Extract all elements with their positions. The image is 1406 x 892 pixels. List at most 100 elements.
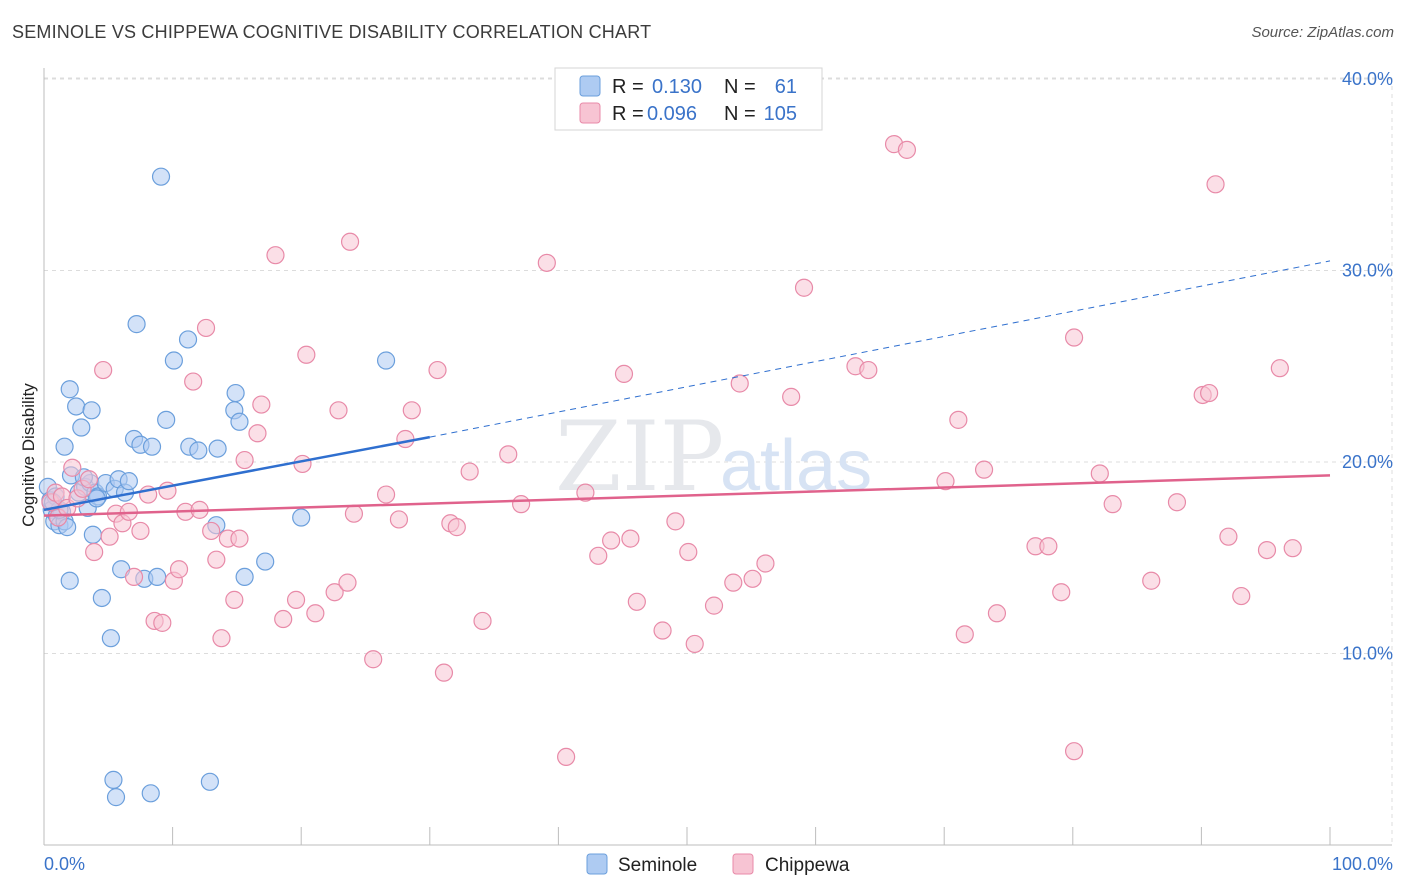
legend-n-label-1: N = [724,76,756,98]
seminole-point-43 [208,439,227,458]
chippewa-point-104 [1283,539,1302,558]
chippewa-point-60 [537,253,556,272]
seminole-point-40 [178,330,198,349]
seminole-point-23 [92,588,111,608]
chippewa-point-38 [286,590,306,609]
chippewa-point-10 [94,360,113,380]
chippewa-point-63 [589,546,608,565]
chippewa-point-69 [666,512,685,531]
y-axis-title: Cognitive Disability [19,383,38,527]
bottom-legend: Seminole Chippewa [586,853,850,876]
chippewa-point-99 [1206,175,1225,194]
seminole-point-15 [72,418,91,437]
seminole-trend-extension [429,260,1331,438]
seminole-point-48 [256,552,275,571]
chippewa-point-84 [949,410,968,429]
seminole-point-37 [151,167,171,186]
chippewa-point-102 [1257,540,1277,560]
chippewa-point-85 [955,625,974,644]
y-tick-label-3: 40.0% [1342,69,1393,89]
chippewa-point-44 [338,573,357,592]
chippewa-point-50 [396,429,415,449]
y-tick-label-0: 10.0% [1342,644,1393,664]
chippewa-point-78 [794,278,814,297]
chippewa-point-75 [743,569,762,588]
chippewa-point-96 [1167,493,1187,512]
chippewa-point-36 [266,246,285,265]
chippewa-point-45 [340,232,360,251]
seminole-point-49 [292,508,311,527]
chippewa-point-35 [252,395,271,414]
seminole-point-56 [200,772,219,791]
chippewa-point-68 [653,621,672,640]
chippewa-point-91 [1064,328,1084,347]
seminole-point-38 [157,410,176,429]
chippewa-point-82 [897,140,917,159]
chippewa-points [41,135,1302,767]
chippewa-point-19 [153,613,172,632]
seminole-point-45 [226,383,245,403]
chippewa-point-90 [1052,583,1071,602]
chippewa-point-43 [329,401,348,420]
chippewa-point-80 [859,360,878,380]
chippewa-point-101 [1232,586,1251,606]
chippewa-point-40 [297,345,316,364]
legend-r-label-1: R = [612,76,644,98]
chippewa-trend-line [43,474,1331,517]
legend-n-value-1: 61 [775,76,797,98]
chippewa-point-98 [1200,383,1219,403]
chippewa-point-87 [987,604,1007,623]
legend: R = 0.130 N = 61 R = 0.096 N = 105 [554,67,823,131]
chippewa-point-39 [293,454,312,474]
chippewa-point-55 [447,518,466,537]
chippewa-point-5 [63,458,82,477]
seminole-point-47 [235,567,254,587]
legend-swatch-chippewa [579,102,601,124]
chippewa-point-42 [325,583,344,602]
chippewa-point-76 [756,554,775,573]
legend-r-label-2: R = [612,103,644,125]
seminole-trend-line [43,435,431,512]
axes [43,68,1392,846]
x-tick-label-min: 0.0% [44,854,85,874]
chippewa-point-56 [460,462,479,481]
chippewa-point-95 [1142,571,1161,590]
chippewa-point-70 [679,542,698,562]
bottom-legend-swatch-chippewa [732,853,754,875]
chippewa-point-83 [936,472,955,491]
chippewa-point-66 [621,529,640,548]
chippewa-point-77 [782,387,801,406]
chippewa-point-94 [1103,495,1122,514]
legend-r-value-1: 0.130 [652,76,702,98]
seminole-point-53 [104,770,123,789]
legend-n-label-2: N = [724,103,756,125]
chippewa-point-61 [557,747,576,767]
chippewa-point-27 [202,521,221,541]
seminole-point-25 [101,629,120,648]
chippewa-point-86 [974,460,994,479]
seminole-point-30 [119,472,138,491]
legend-n-value-2: 105 [764,103,797,125]
source-label: Source: ZipAtlas.com [1251,24,1394,41]
seminole-point-11 [60,380,79,399]
chippewa-point-22 [169,560,189,579]
chippewa-point-59 [512,495,531,514]
watermark: ZIP atlas [555,401,872,513]
seminole-point-39 [164,351,183,370]
chippewa-point-8 [79,470,99,489]
chippewa-point-34 [248,424,267,443]
y-tick-label-1: 20.0% [1342,452,1393,472]
legend-r-value-2: 0.096 [647,103,697,125]
chippewa-point-28 [207,550,226,569]
chippewa-point-33 [235,450,254,470]
seminole-point-35 [142,437,162,456]
bottom-legend-chippewa: Chippewa [765,855,850,876]
chippewa-point-47 [364,650,383,669]
chippewa-point-41 [306,604,325,623]
chippewa-point-26 [196,318,216,338]
chippewa-point-46 [344,504,364,523]
seminole-point-36 [148,567,167,587]
chippewa-point-58 [499,445,518,464]
bottom-legend-swatch-seminole [586,853,608,875]
